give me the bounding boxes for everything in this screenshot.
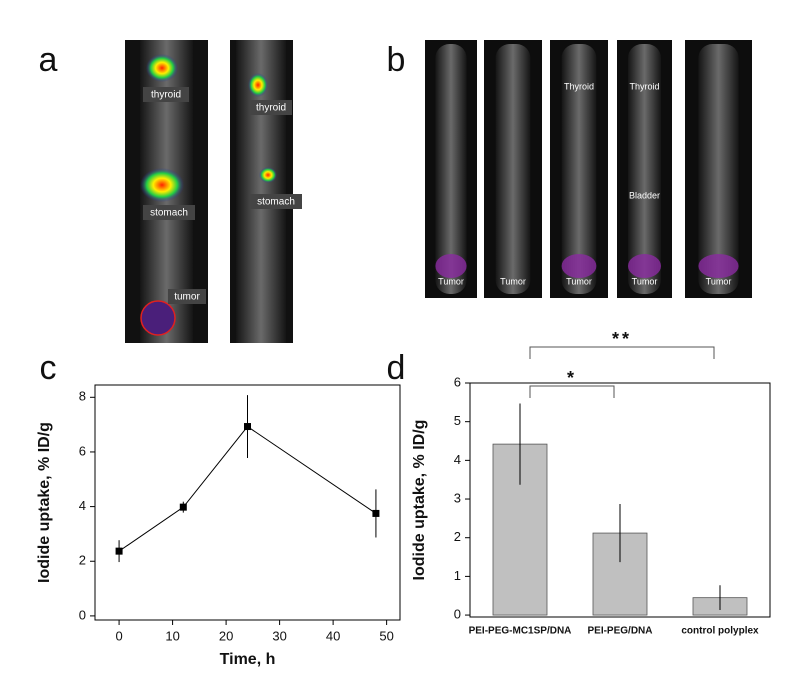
marker	[244, 423, 251, 431]
image-label: stomach	[257, 197, 295, 208]
hotspot	[259, 167, 277, 183]
y-tick-label: 1	[454, 568, 461, 583]
y-tick-label: 2	[79, 553, 86, 568]
signal	[435, 254, 467, 278]
y-tick-label: 4	[454, 452, 461, 467]
y-tick-label: 5	[454, 413, 461, 428]
image-label: Tumor	[500, 276, 526, 286]
y-tick-label: 0	[454, 607, 461, 622]
y-tick-label: 4	[79, 498, 86, 513]
y-tick-label: 6	[454, 374, 461, 389]
panel-label: c	[40, 349, 57, 387]
significance-bracket	[529, 385, 615, 398]
label-bg	[143, 205, 195, 220]
marker	[115, 547, 123, 555]
marker	[372, 509, 380, 517]
y-tick-label: 6	[79, 443, 86, 458]
y-axis-title: Iodide uptake, % ID/g	[411, 420, 428, 581]
signal	[561, 254, 597, 278]
label-bg	[250, 100, 292, 115]
image-body	[698, 44, 739, 294]
image-label: Tumor	[706, 276, 732, 286]
y-tick-label: 2	[454, 529, 461, 544]
image-label: stomach	[150, 208, 188, 219]
label-bg	[143, 87, 189, 102]
y-tick-label: 0	[79, 607, 86, 622]
signal	[698, 254, 739, 278]
label-bg	[168, 289, 206, 304]
panel-b: b Tumor Tumor Thyroid Tumor Thyroid Bladder Tu…	[387, 40, 752, 298]
x-axis-title: Time, h	[220, 651, 276, 668]
signal	[628, 254, 661, 278]
label-bg	[250, 194, 302, 209]
image-label: thyroid	[256, 103, 286, 114]
y-tick-label: 8	[79, 389, 86, 404]
hotspot	[140, 168, 184, 202]
image-label: Thyroid	[629, 81, 659, 91]
image-body	[561, 44, 597, 294]
x-tick-label: 40	[326, 628, 340, 643]
hotspot	[146, 54, 178, 82]
plot-frame	[469, 382, 771, 618]
line	[118, 425, 377, 552]
x-tick-label: PEI-PEG/DNA	[587, 626, 652, 637]
image-body	[495, 44, 531, 294]
significance-mark: **	[612, 329, 632, 349]
panel-label: d	[387, 349, 406, 387]
image-label: Tumor	[438, 276, 464, 286]
significance-mark: *	[567, 368, 577, 388]
image-label: Bladder	[629, 190, 660, 200]
panel-label: a	[39, 41, 58, 79]
panel-label: b	[387, 41, 406, 79]
hotspot	[248, 73, 268, 97]
y-axis-title: Iodide uptake, % ID/g	[36, 422, 53, 583]
image-body	[628, 44, 661, 294]
panel-a: a thyroid stomach tumor thyroid stomach	[39, 40, 302, 343]
x-tick-label: 20	[219, 628, 233, 643]
image-label: thyroid	[151, 90, 181, 101]
x-tick-label: 10	[165, 628, 179, 643]
x-tick-label: control polyplex	[681, 626, 759, 637]
image-label: tumor	[174, 292, 200, 303]
image-body	[435, 44, 467, 294]
x-tick-label: 0	[115, 628, 122, 643]
image-label: Tumor	[632, 276, 658, 286]
x-tick-label: PEI-PEG-MC1SP/DNA	[469, 626, 572, 637]
x-tick-label: 50	[379, 628, 393, 643]
marker	[179, 503, 187, 511]
image-label: Tumor	[566, 276, 592, 286]
image-label: Thyroid	[564, 81, 594, 91]
significance-bracket	[529, 346, 715, 359]
tumor-circle	[140, 300, 176, 336]
plot-frame	[94, 384, 401, 621]
y-tick-label: 3	[454, 490, 461, 505]
x-tick-label: 30	[272, 628, 286, 643]
